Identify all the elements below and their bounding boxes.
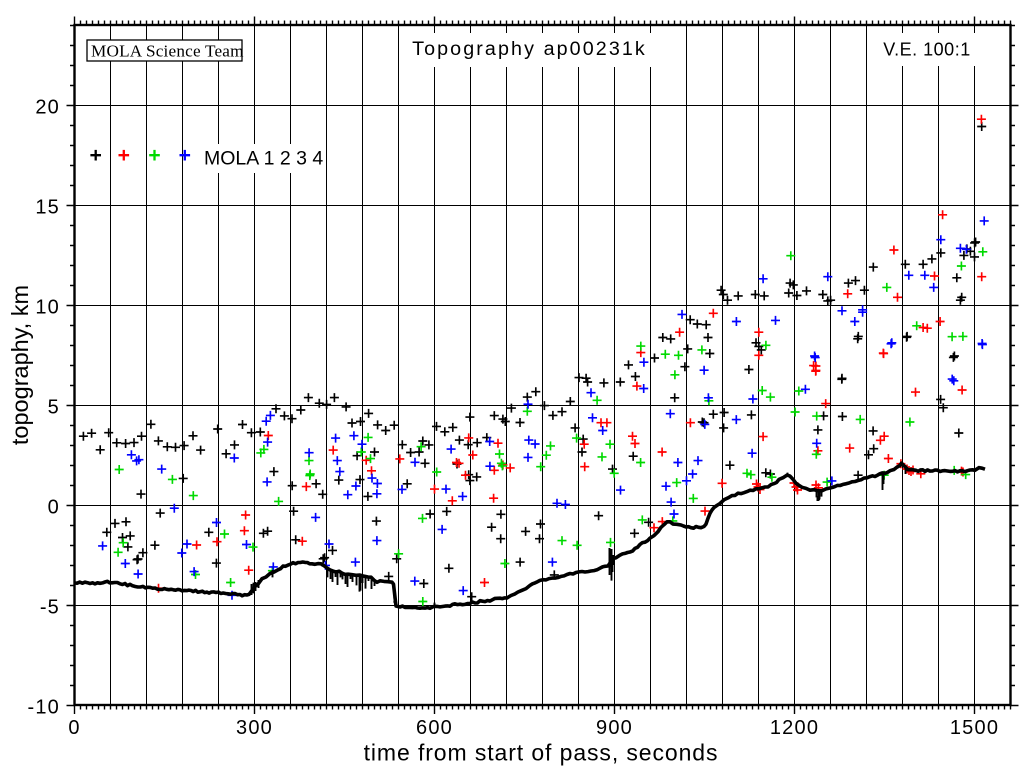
svg-text:5: 5 <box>48 397 60 419</box>
svg-text:Topography ap00231k: Topography ap00231k <box>412 38 647 60</box>
svg-text:15: 15 <box>35 197 60 219</box>
svg-text:MOLA Science Team: MOLA Science Team <box>91 42 244 61</box>
svg-text:topography, km: topography, km <box>7 285 33 445</box>
svg-text:1500: 1500 <box>950 717 999 739</box>
svg-text:20: 20 <box>35 97 60 119</box>
svg-text:-10: -10 <box>27 697 60 719</box>
svg-text:1200: 1200 <box>770 717 819 739</box>
svg-text:600: 600 <box>416 717 453 739</box>
svg-text:10: 10 <box>35 297 60 319</box>
svg-text:MOLA 1 2 3 4: MOLA 1 2 3 4 <box>204 148 323 170</box>
svg-text:V.E. 100:1: V.E. 100:1 <box>883 40 970 60</box>
svg-text:0: 0 <box>68 717 80 739</box>
svg-text:-5: -5 <box>40 597 60 619</box>
svg-text:900: 900 <box>596 717 633 739</box>
svg-text:0: 0 <box>48 497 60 519</box>
svg-text:300: 300 <box>236 717 273 739</box>
svg-text:time from start of pass, secon: time from start of pass, seconds <box>364 740 719 766</box>
